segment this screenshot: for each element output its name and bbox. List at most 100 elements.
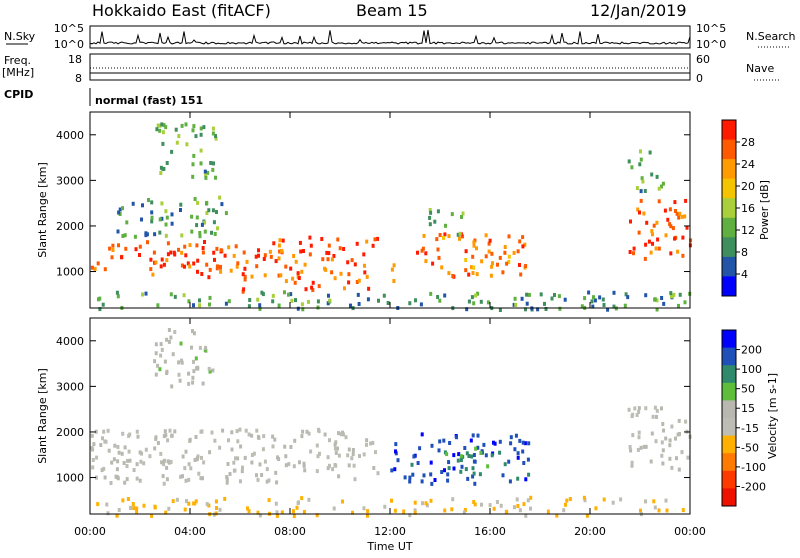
heatmap-cell bbox=[236, 261, 240, 266]
heatmap-cell bbox=[458, 231, 462, 236]
heatmap-cell bbox=[651, 232, 654, 237]
heatmap-cell bbox=[196, 269, 199, 274]
velocity-panel: 1000 2000 3000 4000 Slant Range [km] bbox=[36, 317, 692, 518]
heatmap-cell bbox=[630, 165, 634, 170]
heatmap-cell bbox=[472, 240, 476, 245]
heatmap-cell bbox=[632, 251, 635, 256]
heatmap-cell bbox=[191, 380, 195, 385]
power-colorbar: Power [dB] 28 24 20 16 12 8 4 bbox=[721, 119, 771, 297]
heatmap-cell bbox=[315, 469, 319, 474]
heatmap-cell bbox=[158, 230, 162, 235]
heatmap-cell bbox=[230, 430, 234, 435]
heatmap-cell bbox=[430, 481, 434, 486]
heatmap-cell bbox=[341, 432, 345, 437]
colorbar-swatch bbox=[722, 470, 736, 489]
heatmap-cell bbox=[637, 406, 641, 411]
heatmap-cell bbox=[479, 451, 483, 455]
heatmap-cell bbox=[277, 303, 281, 308]
heatmap-cell bbox=[334, 440, 338, 445]
heatmap-cell bbox=[156, 363, 160, 368]
heatmap-cell bbox=[612, 290, 616, 295]
heatmap-cell bbox=[362, 252, 366, 257]
heatmap-cell bbox=[162, 481, 166, 486]
heatmap-cell bbox=[191, 174, 195, 179]
heatmap-cell bbox=[459, 454, 463, 459]
heatmap-cell bbox=[355, 280, 359, 284]
heatmap-cell bbox=[243, 455, 247, 460]
heatmap-cell bbox=[106, 511, 110, 516]
heatmap-cell bbox=[522, 502, 526, 507]
y-tick-label: 4000 bbox=[56, 129, 84, 142]
heatmap-cell bbox=[153, 446, 157, 451]
heatmap-cell bbox=[508, 479, 512, 484]
heatmap-cell bbox=[96, 502, 100, 507]
heatmap-cell bbox=[161, 474, 165, 479]
heatmap-cell bbox=[300, 496, 304, 501]
colorbar-tick-label: 50 bbox=[741, 383, 755, 396]
heatmap-cell bbox=[563, 297, 567, 302]
heatmap-cell bbox=[631, 412, 635, 417]
heatmap-cell bbox=[420, 479, 424, 484]
heatmap-cell bbox=[220, 202, 224, 207]
heatmap-cell bbox=[580, 304, 584, 309]
heatmap-cell bbox=[339, 271, 343, 276]
heatmap-cell bbox=[116, 229, 120, 234]
heatmap-cell bbox=[460, 464, 464, 469]
heatmap-cell bbox=[333, 276, 337, 281]
heatmap-cell bbox=[555, 513, 559, 518]
y-tick-label: 2000 bbox=[56, 220, 84, 233]
heatmap-cell bbox=[438, 233, 442, 237]
heatmap-cell bbox=[194, 435, 198, 439]
heatmap-cell bbox=[103, 267, 107, 272]
heatmap-cell bbox=[165, 258, 169, 263]
heatmap-cell bbox=[159, 342, 163, 347]
heatmap-cell bbox=[236, 439, 240, 444]
heatmap-cell bbox=[196, 366, 200, 371]
heatmap-cell bbox=[138, 450, 142, 455]
heatmap-cell bbox=[450, 507, 454, 512]
heatmap-cell bbox=[213, 232, 217, 236]
heatmap-cell bbox=[298, 240, 302, 245]
heatmap-cell bbox=[132, 468, 136, 472]
heatmap-cell bbox=[197, 471, 201, 476]
heatmap-cell bbox=[677, 418, 681, 423]
heatmap-cell bbox=[486, 464, 490, 469]
heatmap-cell bbox=[408, 301, 412, 306]
heatmap-cell bbox=[214, 511, 218, 516]
heatmap-cell bbox=[167, 460, 171, 465]
heatmap-cell bbox=[195, 243, 199, 248]
heatmap-cell bbox=[629, 448, 633, 453]
heatmap-cell bbox=[374, 450, 377, 455]
heatmap-cell bbox=[669, 291, 673, 296]
heatmap-cell bbox=[472, 243, 476, 248]
heatmap-cell bbox=[150, 200, 154, 205]
heatmap-cell bbox=[408, 479, 412, 484]
heatmap-cell bbox=[332, 254, 336, 258]
power-ylabel: Slant Range [km] bbox=[36, 162, 49, 258]
heatmap-cell bbox=[642, 444, 646, 449]
heatmap-cell bbox=[516, 504, 520, 508]
heatmap-cell bbox=[675, 211, 679, 216]
heatmap-cell bbox=[284, 463, 288, 468]
heatmap-cell bbox=[505, 509, 509, 514]
heatmap-cell bbox=[239, 479, 242, 484]
heatmap-cell bbox=[235, 264, 239, 269]
heatmap-cell bbox=[133, 234, 137, 239]
heatmap-cell bbox=[464, 249, 468, 254]
heatmap-cell bbox=[628, 250, 632, 254]
heatmap-cell bbox=[192, 501, 196, 506]
heatmap-cell bbox=[442, 438, 446, 443]
heatmap-cell bbox=[523, 242, 527, 247]
heatmap-cell bbox=[332, 506, 336, 511]
heatmap-cell bbox=[91, 458, 95, 462]
heatmap-cell bbox=[179, 341, 183, 346]
heatmap-cell bbox=[179, 208, 182, 212]
heatmap-cell bbox=[447, 271, 451, 276]
heatmap-cell bbox=[223, 496, 227, 501]
heatmap-cell bbox=[218, 507, 222, 512]
heatmap-cell bbox=[655, 220, 659, 225]
heatmap-cell bbox=[309, 449, 313, 454]
heatmap-cell bbox=[165, 465, 169, 470]
heatmap-cell bbox=[308, 252, 312, 257]
heatmap-cell bbox=[433, 478, 437, 482]
